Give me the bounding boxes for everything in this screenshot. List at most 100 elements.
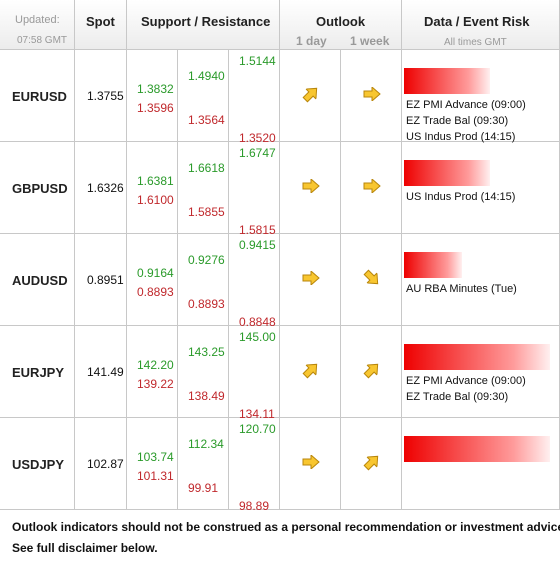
cell <box>178 142 229 234</box>
cell <box>0 326 75 418</box>
cell <box>127 50 178 142</box>
support: 1.3596 <box>137 101 174 115</box>
resistance: 143.25 <box>188 345 225 359</box>
resistance: 112.34 <box>188 437 224 451</box>
spot: 1.3755 <box>87 89 124 103</box>
resistance: 1.6747 <box>239 146 276 160</box>
support: 134.11 <box>239 407 275 421</box>
updated-time: 07:58 GMT <box>17 35 68 46</box>
support: 0.8848 <box>239 315 276 329</box>
cell <box>0 50 75 142</box>
cell <box>0 142 75 234</box>
support: 99.91 <box>188 481 219 495</box>
outlook-arrow <box>363 177 381 195</box>
arrow-icon <box>363 85 381 103</box>
risk-bar <box>404 68 490 94</box>
cell <box>280 326 341 418</box>
cell <box>178 326 229 418</box>
cell <box>402 418 560 510</box>
arrow-icon <box>302 363 318 379</box>
resistance: 0.9276 <box>188 253 225 267</box>
cell <box>402 326 560 418</box>
support: 138.49 <box>188 389 225 403</box>
header-cell <box>402 0 560 50</box>
event: US Indus Prod (14:15) <box>406 131 516 143</box>
cell <box>75 326 127 418</box>
event: AU RBA Minutes (Tue) <box>406 283 517 295</box>
outlook-header: Outlook <box>316 14 366 29</box>
resistance: 120.70 <box>239 422 276 436</box>
resistance: 0.9164 <box>137 266 174 280</box>
support: 0.8893 <box>188 297 225 311</box>
cell <box>280 50 341 142</box>
outlook-arrow <box>302 363 320 379</box>
resistance: 1.5144 <box>239 54 276 68</box>
cell <box>341 50 402 142</box>
event: EZ Trade Bal (09:30) <box>406 115 509 127</box>
spot-header: Spot <box>86 14 115 29</box>
arrow-icon <box>302 269 320 287</box>
resistance: 1.6618 <box>188 161 225 175</box>
outlook-arrow <box>363 85 381 103</box>
cell <box>341 326 402 418</box>
sr-header: Support / Resistance <box>141 14 271 29</box>
risk-bar <box>404 436 550 462</box>
spot: 102.87 <box>87 457 124 471</box>
cell <box>178 234 229 326</box>
updated-label: Updated: <box>15 14 60 26</box>
resistance: 103.74 <box>137 450 174 464</box>
all-times: All times GMT <box>444 37 507 48</box>
resistance: 0.9415 <box>239 238 276 252</box>
support: 1.3564 <box>188 113 225 127</box>
cell <box>341 142 402 234</box>
support: 101.31 <box>137 469 174 483</box>
outlook-arrow <box>363 455 381 471</box>
pair: USDJPY <box>12 457 65 472</box>
outlook-arrow <box>302 177 320 195</box>
cell <box>229 234 280 326</box>
cell <box>178 418 229 510</box>
cell <box>75 50 127 142</box>
support: 1.5815 <box>239 223 276 237</box>
arrow-icon <box>302 453 320 471</box>
support: 139.22 <box>137 377 174 391</box>
cell <box>402 50 560 142</box>
outlook-arrow <box>363 269 381 285</box>
cell <box>229 142 280 234</box>
risk-bar <box>404 344 550 370</box>
support: 1.5855 <box>188 205 225 219</box>
header-cell <box>280 0 402 50</box>
cell <box>127 142 178 234</box>
risk-bar <box>404 252 462 278</box>
footer-line: See full disclaimer below. <box>12 541 158 555</box>
cell <box>280 142 341 234</box>
cell <box>127 326 178 418</box>
cell <box>127 234 178 326</box>
outlook-1day: 1 day <box>296 34 327 48</box>
resistance: 1.3832 <box>137 82 174 96</box>
resistance: 1.4940 <box>188 69 225 83</box>
support: 98.89 <box>239 499 270 513</box>
spot: 0.8951 <box>87 273 124 287</box>
event: EZ PMI Advance (09:00) <box>406 99 526 111</box>
spot: 141.49 <box>87 365 124 379</box>
outlook-arrow <box>302 453 320 471</box>
cell <box>178 50 229 142</box>
cell <box>75 234 127 326</box>
pair: AUDUSD <box>12 273 68 288</box>
support: 1.3520 <box>239 131 276 145</box>
header-cell <box>75 0 127 50</box>
arrow-icon <box>363 269 379 285</box>
arrow-icon <box>363 177 381 195</box>
cell <box>229 326 280 418</box>
cell <box>127 418 178 510</box>
cell <box>341 234 402 326</box>
arrow-icon <box>302 177 320 195</box>
event: US Indus Prod (14:15) <box>406 191 516 203</box>
outlook-arrow <box>302 269 320 287</box>
resistance: 142.20 <box>137 358 174 372</box>
cell <box>229 50 280 142</box>
resistance: 1.6381 <box>137 174 174 188</box>
pair: EURUSD <box>12 89 67 104</box>
